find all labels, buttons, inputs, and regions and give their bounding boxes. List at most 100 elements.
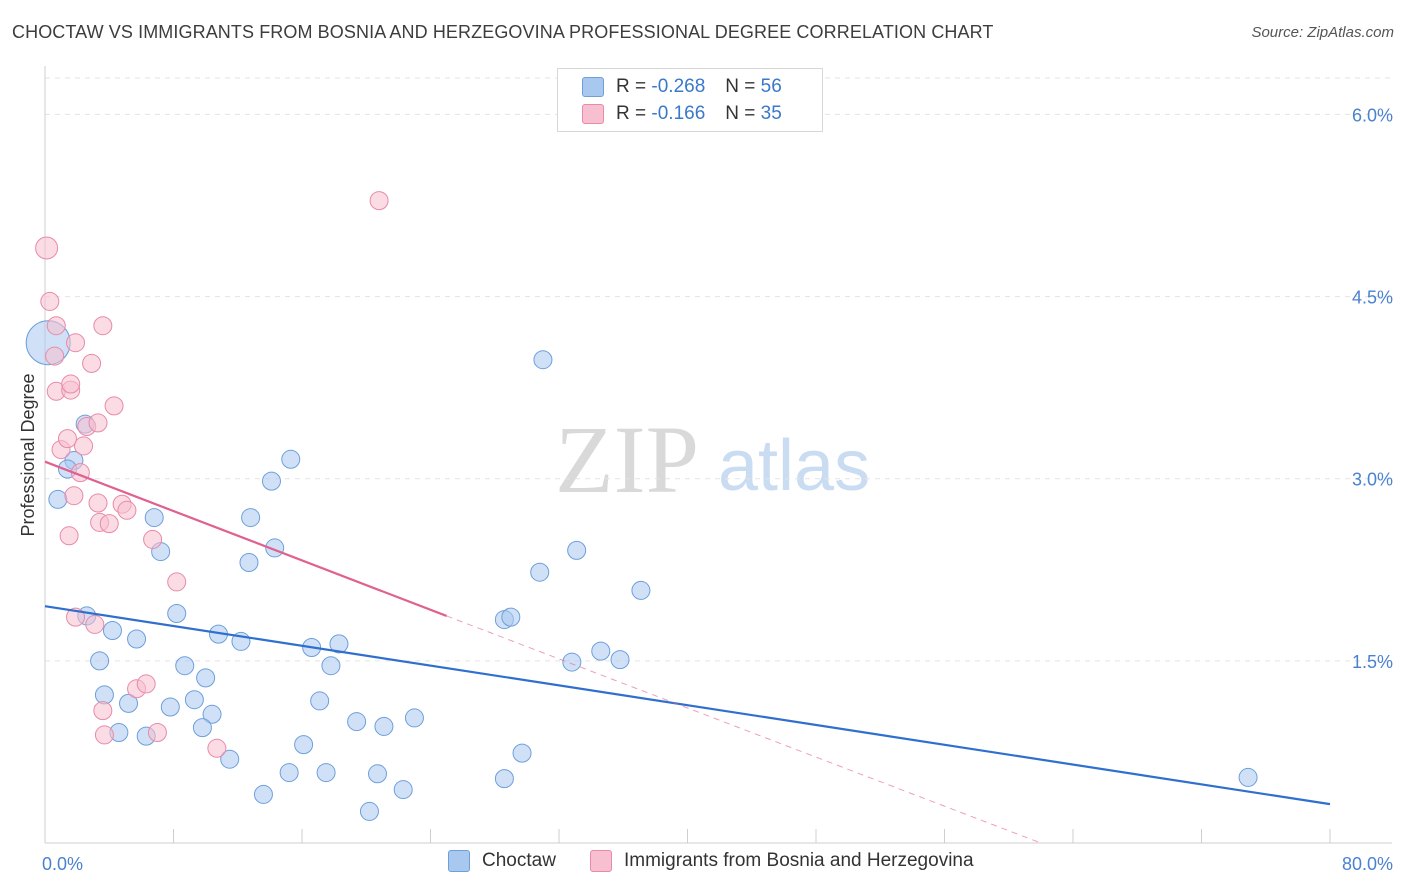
data-point [94, 725, 114, 745]
legend-swatch-choctaw [582, 77, 604, 97]
data-point [241, 508, 261, 528]
data-point [253, 784, 273, 804]
data-point [512, 743, 532, 763]
data-point [279, 763, 299, 783]
x-tick-label: 0.0% [42, 854, 83, 874]
data-point [239, 553, 259, 572]
data-point [40, 291, 60, 311]
data-point [59, 526, 79, 546]
data-point [102, 621, 122, 640]
legend-n-label: N = [725, 76, 756, 97]
data-point [591, 641, 611, 661]
data-point [94, 685, 114, 705]
data-point [85, 614, 105, 634]
data-point [310, 691, 330, 711]
legend-r-label: R = [616, 76, 647, 97]
legend-n-value: 56 [760, 76, 782, 97]
data-point [46, 316, 66, 336]
trend-line-extension [446, 615, 1042, 844]
data-point [294, 735, 314, 755]
y-tick-label: 6.0% [1352, 105, 1393, 125]
data-point [347, 712, 367, 732]
series-bosnia-points [35, 191, 389, 758]
data-point [202, 704, 222, 724]
data-point [321, 656, 341, 676]
data-point [359, 801, 379, 821]
correlation-legend: R = -0.268 N = 56 R = -0.166 N = 35 [557, 68, 823, 132]
data-point [393, 780, 413, 800]
data-point [88, 413, 108, 433]
bottom-legend-swatch-choctaw [448, 850, 470, 872]
data-point [175, 656, 195, 676]
bottom-legend-swatch-bosnia [590, 850, 612, 872]
legend-n-label: N = [725, 103, 756, 124]
data-point [1238, 767, 1258, 787]
data-point [136, 674, 156, 694]
data-point [144, 508, 164, 528]
data-point [374, 716, 394, 736]
data-point [281, 449, 301, 469]
data-point [93, 701, 113, 721]
data-point [220, 749, 240, 769]
data-point [160, 697, 180, 717]
y-tick-label: 3.0% [1352, 470, 1393, 490]
data-point [66, 333, 86, 353]
data-point [45, 346, 65, 366]
data-point [167, 572, 187, 592]
data-point [82, 353, 102, 373]
legend-row-choctaw: R = -0.268 N = 56 [582, 75, 782, 99]
data-point [48, 489, 68, 509]
data-point [74, 436, 94, 456]
data-point [610, 650, 630, 670]
data-point [404, 708, 424, 728]
y-axis-label: Professional Degree [18, 373, 38, 536]
data-point [184, 690, 204, 710]
bottom-legend-label-bosnia: Immigrants from Bosnia and Herzegovina [624, 850, 974, 871]
data-point [143, 529, 163, 549]
data-point [562, 652, 582, 672]
data-point [494, 769, 514, 789]
data-point [501, 607, 521, 627]
chart-title: CHOCTAW VS IMMIGRANTS FROM BOSNIA AND HE… [12, 22, 994, 42]
data-point [88, 493, 108, 513]
data-point [567, 540, 587, 560]
data-point [64, 486, 84, 506]
data-point [127, 629, 147, 649]
data-point [93, 316, 113, 336]
data-point [329, 634, 349, 654]
data-point [196, 668, 216, 688]
bottom-legend-label-choctaw: Choctaw [482, 850, 556, 871]
legend-r-value: -0.166 [651, 103, 706, 124]
data-point [167, 604, 187, 623]
data-point [369, 191, 389, 211]
trend-line-bosnia [44, 460, 447, 617]
y-tick-label: 4.5% [1352, 288, 1393, 308]
y-tick-label: 1.5% [1352, 652, 1393, 672]
data-point [99, 514, 119, 534]
source-label: Source: ZipAtlas.com [1251, 24, 1394, 41]
x-tick-label: 80.0% [1342, 854, 1393, 874]
data-point [117, 500, 137, 520]
trend-line-choctaw [44, 605, 1331, 806]
watermark-zip: ZIP [555, 406, 699, 513]
bottom-legend-choctaw: Choctaw [448, 850, 556, 872]
data-point [261, 471, 281, 491]
data-point [367, 764, 387, 784]
data-point [530, 562, 550, 582]
legend-row-bosnia: R = -0.166 N = 35 [582, 102, 782, 126]
legend-r-value: -0.268 [651, 76, 706, 97]
legend-n-value: 35 [760, 103, 782, 124]
data-point [631, 580, 651, 600]
data-point [90, 651, 110, 671]
data-point [533, 350, 553, 370]
data-point [316, 763, 336, 783]
legend-swatch-bosnia [582, 104, 604, 124]
data-point [192, 718, 212, 738]
data-point [104, 396, 124, 416]
data-point [61, 374, 81, 394]
data-point [119, 693, 139, 713]
data-point [35, 236, 59, 260]
bottom-legend-bosnia: Immigrants from Bosnia and Herzegovina [590, 850, 974, 872]
data-point [57, 429, 77, 449]
